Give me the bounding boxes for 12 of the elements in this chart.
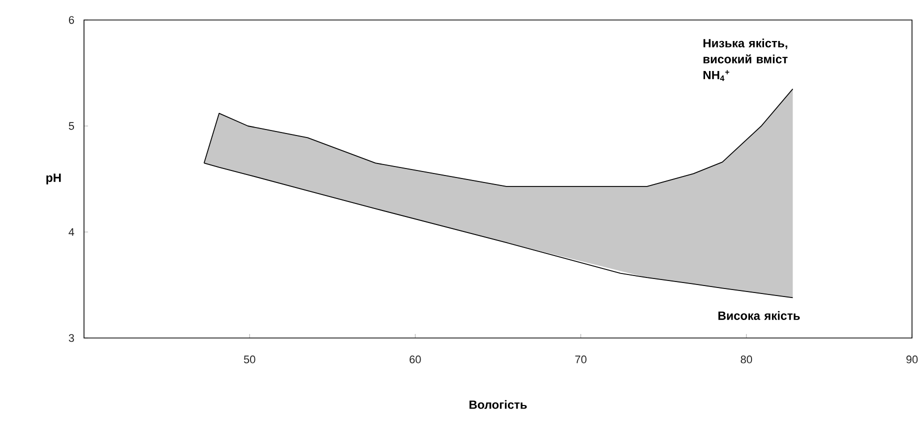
- y-tick-label: 5: [68, 122, 74, 130]
- x-tick-label: 70: [575, 356, 586, 364]
- y-axis-title: pH: [46, 174, 61, 184]
- x-tick-label: 80: [740, 356, 752, 364]
- x-tick-label: 50: [244, 356, 256, 364]
- x-tick-label: 60: [410, 356, 421, 364]
- y-tick-label: 3: [68, 334, 74, 342]
- annotation: Висока якість: [718, 311, 800, 320]
- y-tick-label: 6: [68, 16, 74, 24]
- x-axis-title: Вологість: [470, 400, 527, 409]
- x-tick-label: 90: [906, 356, 918, 364]
- y-tick-label: 4: [68, 228, 74, 236]
